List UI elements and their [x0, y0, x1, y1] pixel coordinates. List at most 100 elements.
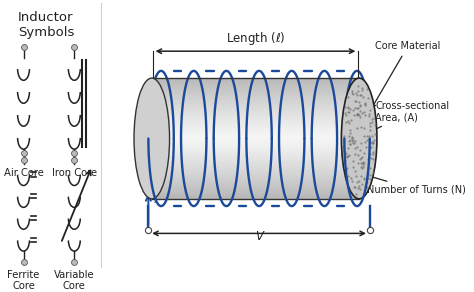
Point	[71, 158, 78, 163]
Bar	[152, 155, 359, 157]
Bar	[152, 174, 359, 176]
Bar	[152, 185, 359, 187]
Bar	[152, 137, 359, 138]
Bar	[152, 133, 359, 135]
Bar	[152, 79, 359, 81]
Bar	[152, 146, 359, 147]
Text: Air Core: Air Core	[4, 168, 44, 178]
Bar	[152, 153, 359, 155]
Bar	[152, 165, 359, 167]
Point	[71, 260, 78, 265]
Bar	[152, 90, 359, 92]
Ellipse shape	[341, 78, 377, 199]
Bar	[152, 105, 359, 107]
Bar	[152, 124, 359, 126]
Bar	[152, 103, 359, 105]
Text: i: i	[154, 193, 157, 206]
Bar	[152, 142, 359, 145]
Text: V: V	[255, 230, 263, 243]
Bar	[152, 171, 359, 173]
Bar	[152, 85, 359, 87]
Bar	[152, 96, 359, 98]
Point	[20, 151, 27, 155]
Bar	[152, 162, 359, 164]
Text: Iron Core: Iron Core	[52, 168, 97, 178]
Bar	[152, 119, 359, 120]
Point	[20, 44, 27, 49]
Text: Ferrite
Core: Ferrite Core	[8, 270, 40, 291]
Bar	[152, 97, 359, 99]
Text: Length ($\ell$): Length ($\ell$)	[226, 30, 285, 47]
Bar	[152, 194, 359, 196]
Bar	[152, 156, 359, 158]
Bar	[152, 191, 359, 193]
Bar	[152, 170, 359, 172]
Point	[71, 151, 78, 155]
Bar	[152, 88, 359, 90]
Bar	[152, 131, 359, 133]
Bar	[152, 87, 359, 89]
Bar	[152, 144, 359, 146]
Point	[71, 44, 78, 49]
Bar	[152, 126, 359, 128]
Bar	[152, 135, 359, 137]
Bar	[152, 132, 359, 134]
Bar	[152, 115, 359, 117]
Text: Inductor
Symbols: Inductor Symbols	[18, 11, 74, 39]
Bar	[152, 99, 359, 101]
Point	[20, 158, 27, 163]
Bar	[152, 150, 359, 152]
Text: Variable
Core: Variable Core	[54, 270, 95, 291]
Bar	[152, 106, 359, 108]
Bar	[152, 197, 359, 199]
Bar	[152, 102, 359, 104]
Bar	[152, 147, 359, 149]
Bar	[152, 110, 359, 111]
Bar	[152, 128, 359, 129]
Ellipse shape	[134, 78, 170, 199]
Point	[145, 228, 152, 233]
Bar	[152, 195, 359, 197]
Bar	[152, 108, 359, 110]
Bar	[152, 149, 359, 151]
Bar	[152, 179, 359, 181]
Bar	[152, 167, 359, 169]
Bar	[152, 186, 359, 188]
Bar	[152, 159, 359, 161]
Bar	[152, 94, 359, 96]
Bar	[152, 158, 359, 160]
Bar	[152, 141, 359, 143]
Bar	[152, 192, 359, 194]
Point	[366, 228, 374, 233]
Bar	[152, 182, 359, 184]
Bar	[152, 152, 359, 154]
Bar	[152, 117, 359, 119]
Bar	[152, 168, 359, 170]
Bar	[152, 91, 359, 93]
Text: Number of Turns (N): Number of Turns (N)	[358, 172, 465, 195]
Bar	[152, 121, 359, 124]
Bar	[152, 84, 359, 86]
Bar	[152, 176, 359, 178]
Bar	[152, 173, 359, 175]
Bar	[152, 93, 359, 95]
Bar	[152, 111, 359, 113]
Bar	[152, 112, 359, 114]
Bar	[152, 180, 359, 182]
Bar	[152, 138, 359, 140]
Point	[20, 260, 27, 265]
Bar	[152, 189, 359, 191]
Bar	[152, 100, 359, 102]
Bar	[152, 129, 359, 131]
Bar	[152, 188, 359, 190]
Bar	[152, 78, 359, 80]
Bar	[152, 164, 359, 166]
Text: Core Material: Core Material	[372, 41, 441, 108]
Bar	[152, 120, 359, 122]
Bar	[152, 123, 359, 125]
Bar	[152, 183, 359, 185]
Bar	[152, 140, 359, 142]
Bar	[152, 82, 359, 84]
Bar	[152, 81, 359, 83]
Text: Cross-sectional
Area, (A): Cross-sectional Area, (A)	[369, 101, 449, 132]
